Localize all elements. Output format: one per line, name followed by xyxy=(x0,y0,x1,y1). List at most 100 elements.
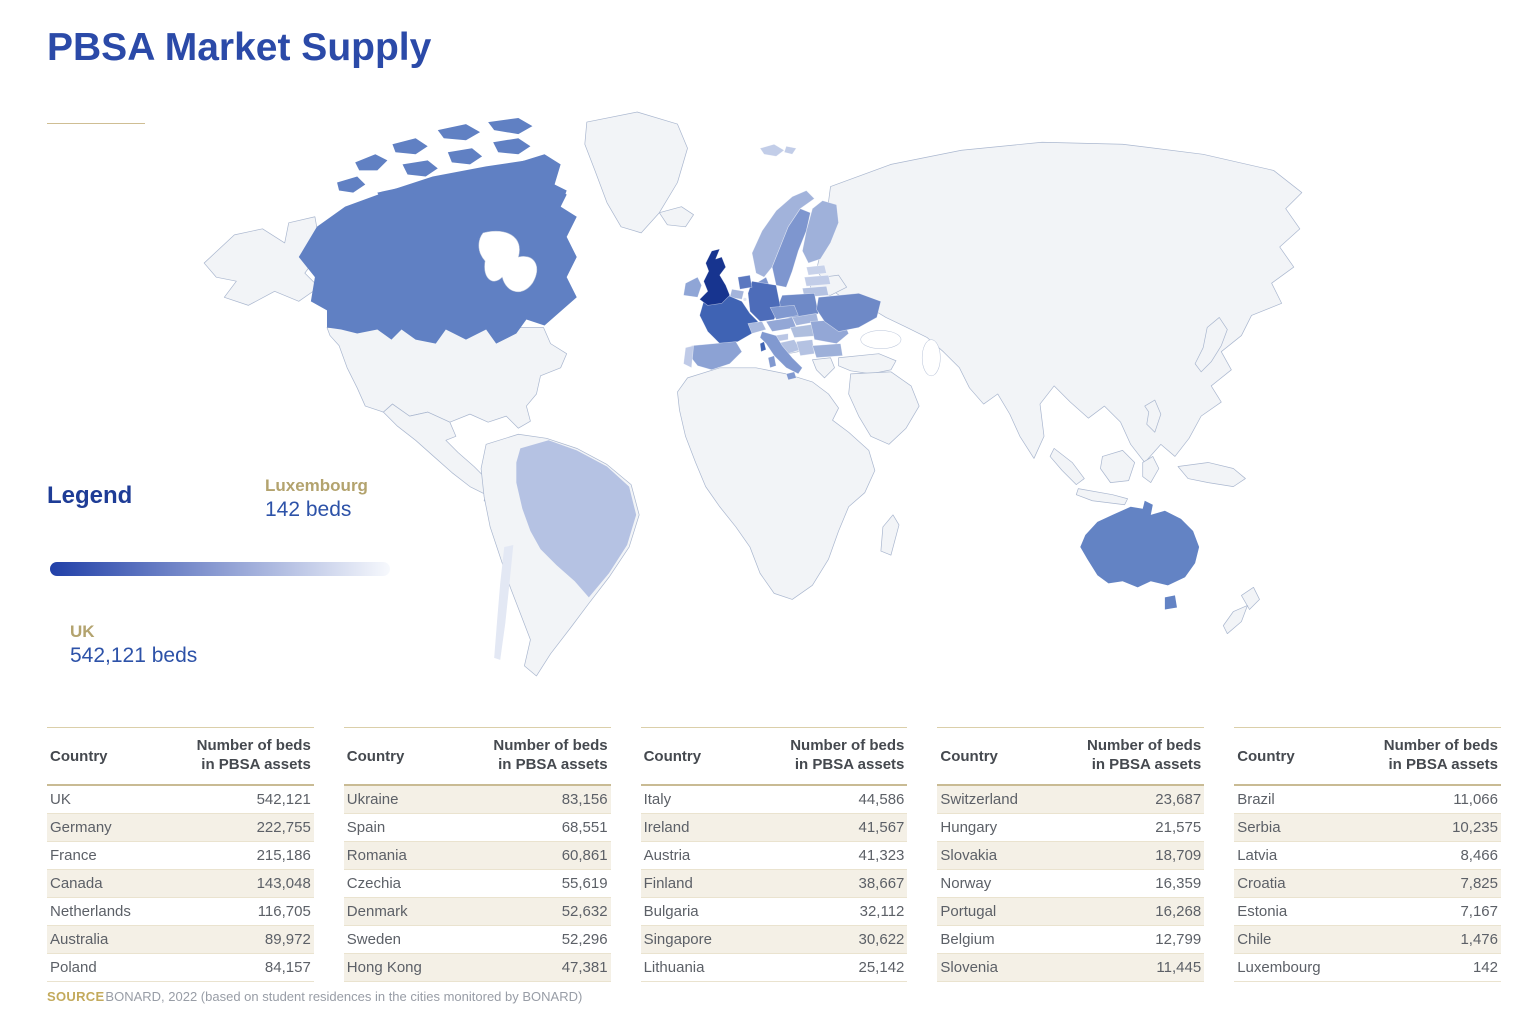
cell-country: Luxembourg xyxy=(1237,959,1321,976)
country-italy xyxy=(759,331,803,381)
table-body: Ukraine 83,156 Spain 68,551 Romania 60,861 Cze… xyxy=(343,786,611,982)
legend-max-country: Luxembourg xyxy=(265,476,368,495)
country-switzerland xyxy=(747,321,767,334)
table-row: Hong Kong 47,381 xyxy=(343,954,611,982)
table-row: Denmark 52,632 xyxy=(343,898,611,926)
cell-beds: 68,551 xyxy=(561,819,608,836)
legend-min-block: UK 542,121 beds xyxy=(70,622,197,670)
cell-country: Australia xyxy=(50,931,109,948)
col-header-beds: Number of beds in PBSA assets xyxy=(196,737,311,773)
cell-beds: 8,466 xyxy=(1460,847,1498,864)
cell-country: Finland xyxy=(643,875,693,892)
landmass-group xyxy=(203,111,1303,677)
col-header-beds: Number of beds in PBSA assets xyxy=(493,737,608,773)
country-latvia xyxy=(804,274,831,287)
table-row: Romania 60,861 xyxy=(343,842,611,870)
cell-beds: 542,121 xyxy=(256,791,311,808)
country-uk xyxy=(699,248,731,306)
land-mexico xyxy=(383,403,503,496)
table-row: Latvia 8,466 xyxy=(1234,842,1501,870)
land-iceland xyxy=(658,206,694,228)
country-estonia xyxy=(806,264,827,276)
cell-country: Hungary xyxy=(940,819,998,836)
table-row: Belgium 12,799 xyxy=(937,926,1205,954)
table-row: Estonia 7,167 xyxy=(1234,898,1501,926)
source-note: SOURCEBONARD, 2022 (based on student res… xyxy=(47,989,582,1004)
table-row: Bulgaria 32,112 xyxy=(640,898,908,926)
page-title: PBSA Market Supply xyxy=(47,26,432,69)
cell-beds: 7,167 xyxy=(1460,903,1498,920)
land-japan xyxy=(1194,317,1228,373)
table-header: Country Number of beds in PBSA assets xyxy=(1234,727,1501,786)
country-ireland xyxy=(683,276,702,298)
country-australia xyxy=(1080,500,1200,610)
col-header-beds: Number of beds in PBSA assets xyxy=(790,737,905,773)
cell-beds: 83,156 xyxy=(561,791,608,808)
col-header-country: Country xyxy=(50,747,108,765)
cell-country: Lithuania xyxy=(643,959,705,976)
source-label: SOURCE xyxy=(47,989,105,1004)
table-row: Lithuania 25,142 xyxy=(640,954,908,982)
table-row: Spain 68,551 xyxy=(343,814,611,842)
cell-beds: 41,567 xyxy=(858,819,905,836)
cell-country: Romania xyxy=(346,847,407,864)
country-portugal xyxy=(683,345,694,369)
land-alaska xyxy=(203,216,322,306)
legend-gradient-bar xyxy=(50,562,390,576)
country-svalbard xyxy=(759,143,797,157)
table-header: Country Number of beds in PBSA assets xyxy=(47,727,314,786)
country-ukraine xyxy=(816,292,882,332)
cell-country: Hong Kong xyxy=(346,959,422,976)
cell-country: Norway xyxy=(940,875,992,892)
cell-beds: 7,825 xyxy=(1460,875,1498,892)
cell-country: Germany xyxy=(50,819,112,836)
country-serbia xyxy=(795,339,815,357)
legend-max-value: 142 beds xyxy=(265,498,352,522)
cell-beds: 38,667 xyxy=(858,875,905,892)
col-header-country: Country xyxy=(1237,747,1295,765)
country-spain xyxy=(689,341,743,371)
table-row: Australia 89,972 xyxy=(47,926,314,954)
cell-beds: 30,622 xyxy=(858,931,905,948)
table-row: Norway 16,359 xyxy=(937,870,1205,898)
cell-country: Ireland xyxy=(643,819,690,836)
country-table-5: Country Number of beds in PBSA assets Br… xyxy=(1234,727,1501,982)
cell-beds: 52,296 xyxy=(561,931,608,948)
cell-country: France xyxy=(50,847,97,864)
table-row: Singapore 30,622 xyxy=(640,926,908,954)
col-header-beds: Number of beds in PBSA assets xyxy=(1087,737,1202,773)
cell-country: Slovakia xyxy=(940,847,998,864)
table-row: UK 542,121 xyxy=(47,786,314,814)
country-brazil xyxy=(516,440,637,598)
cell-country: Brazil xyxy=(1237,791,1275,808)
cell-country: Bulgaria xyxy=(643,903,699,920)
cell-beds: 55,619 xyxy=(561,875,608,892)
cell-country: UK xyxy=(50,791,71,808)
table-row: Serbia 10,235 xyxy=(1234,814,1501,842)
land-arabia xyxy=(848,371,920,445)
cell-country: Poland xyxy=(50,959,97,976)
cell-beds: 23,687 xyxy=(1155,791,1202,808)
cell-country: Croatia xyxy=(1237,875,1286,892)
land-borneo xyxy=(1100,450,1136,483)
col-header-country: Country xyxy=(346,747,405,765)
cell-beds: 16,359 xyxy=(1155,875,1202,892)
cell-beds: 1,476 xyxy=(1460,931,1498,948)
cell-beds: 25,142 xyxy=(858,959,905,976)
table-row: Chile 1,476 xyxy=(1234,926,1501,954)
cell-country: Austria xyxy=(643,847,691,864)
land-philippines xyxy=(1144,399,1162,433)
land-madagascar xyxy=(880,514,900,556)
country-tables: Country Number of beds in PBSA assets UK… xyxy=(47,727,1501,982)
cell-beds: 84,157 xyxy=(264,959,311,976)
table-row: Luxembourg 142 xyxy=(1234,954,1501,982)
cell-beds: 215,186 xyxy=(256,847,311,864)
cell-country: Ukraine xyxy=(346,791,399,808)
col-header-country: Country xyxy=(643,747,702,765)
country-bulgaria xyxy=(812,343,843,359)
cell-country: Sweden xyxy=(346,931,402,948)
country-france xyxy=(699,294,767,352)
country-chile xyxy=(494,545,514,660)
table-row: Canada 143,048 xyxy=(47,870,314,898)
land-sumatra xyxy=(1049,448,1085,485)
